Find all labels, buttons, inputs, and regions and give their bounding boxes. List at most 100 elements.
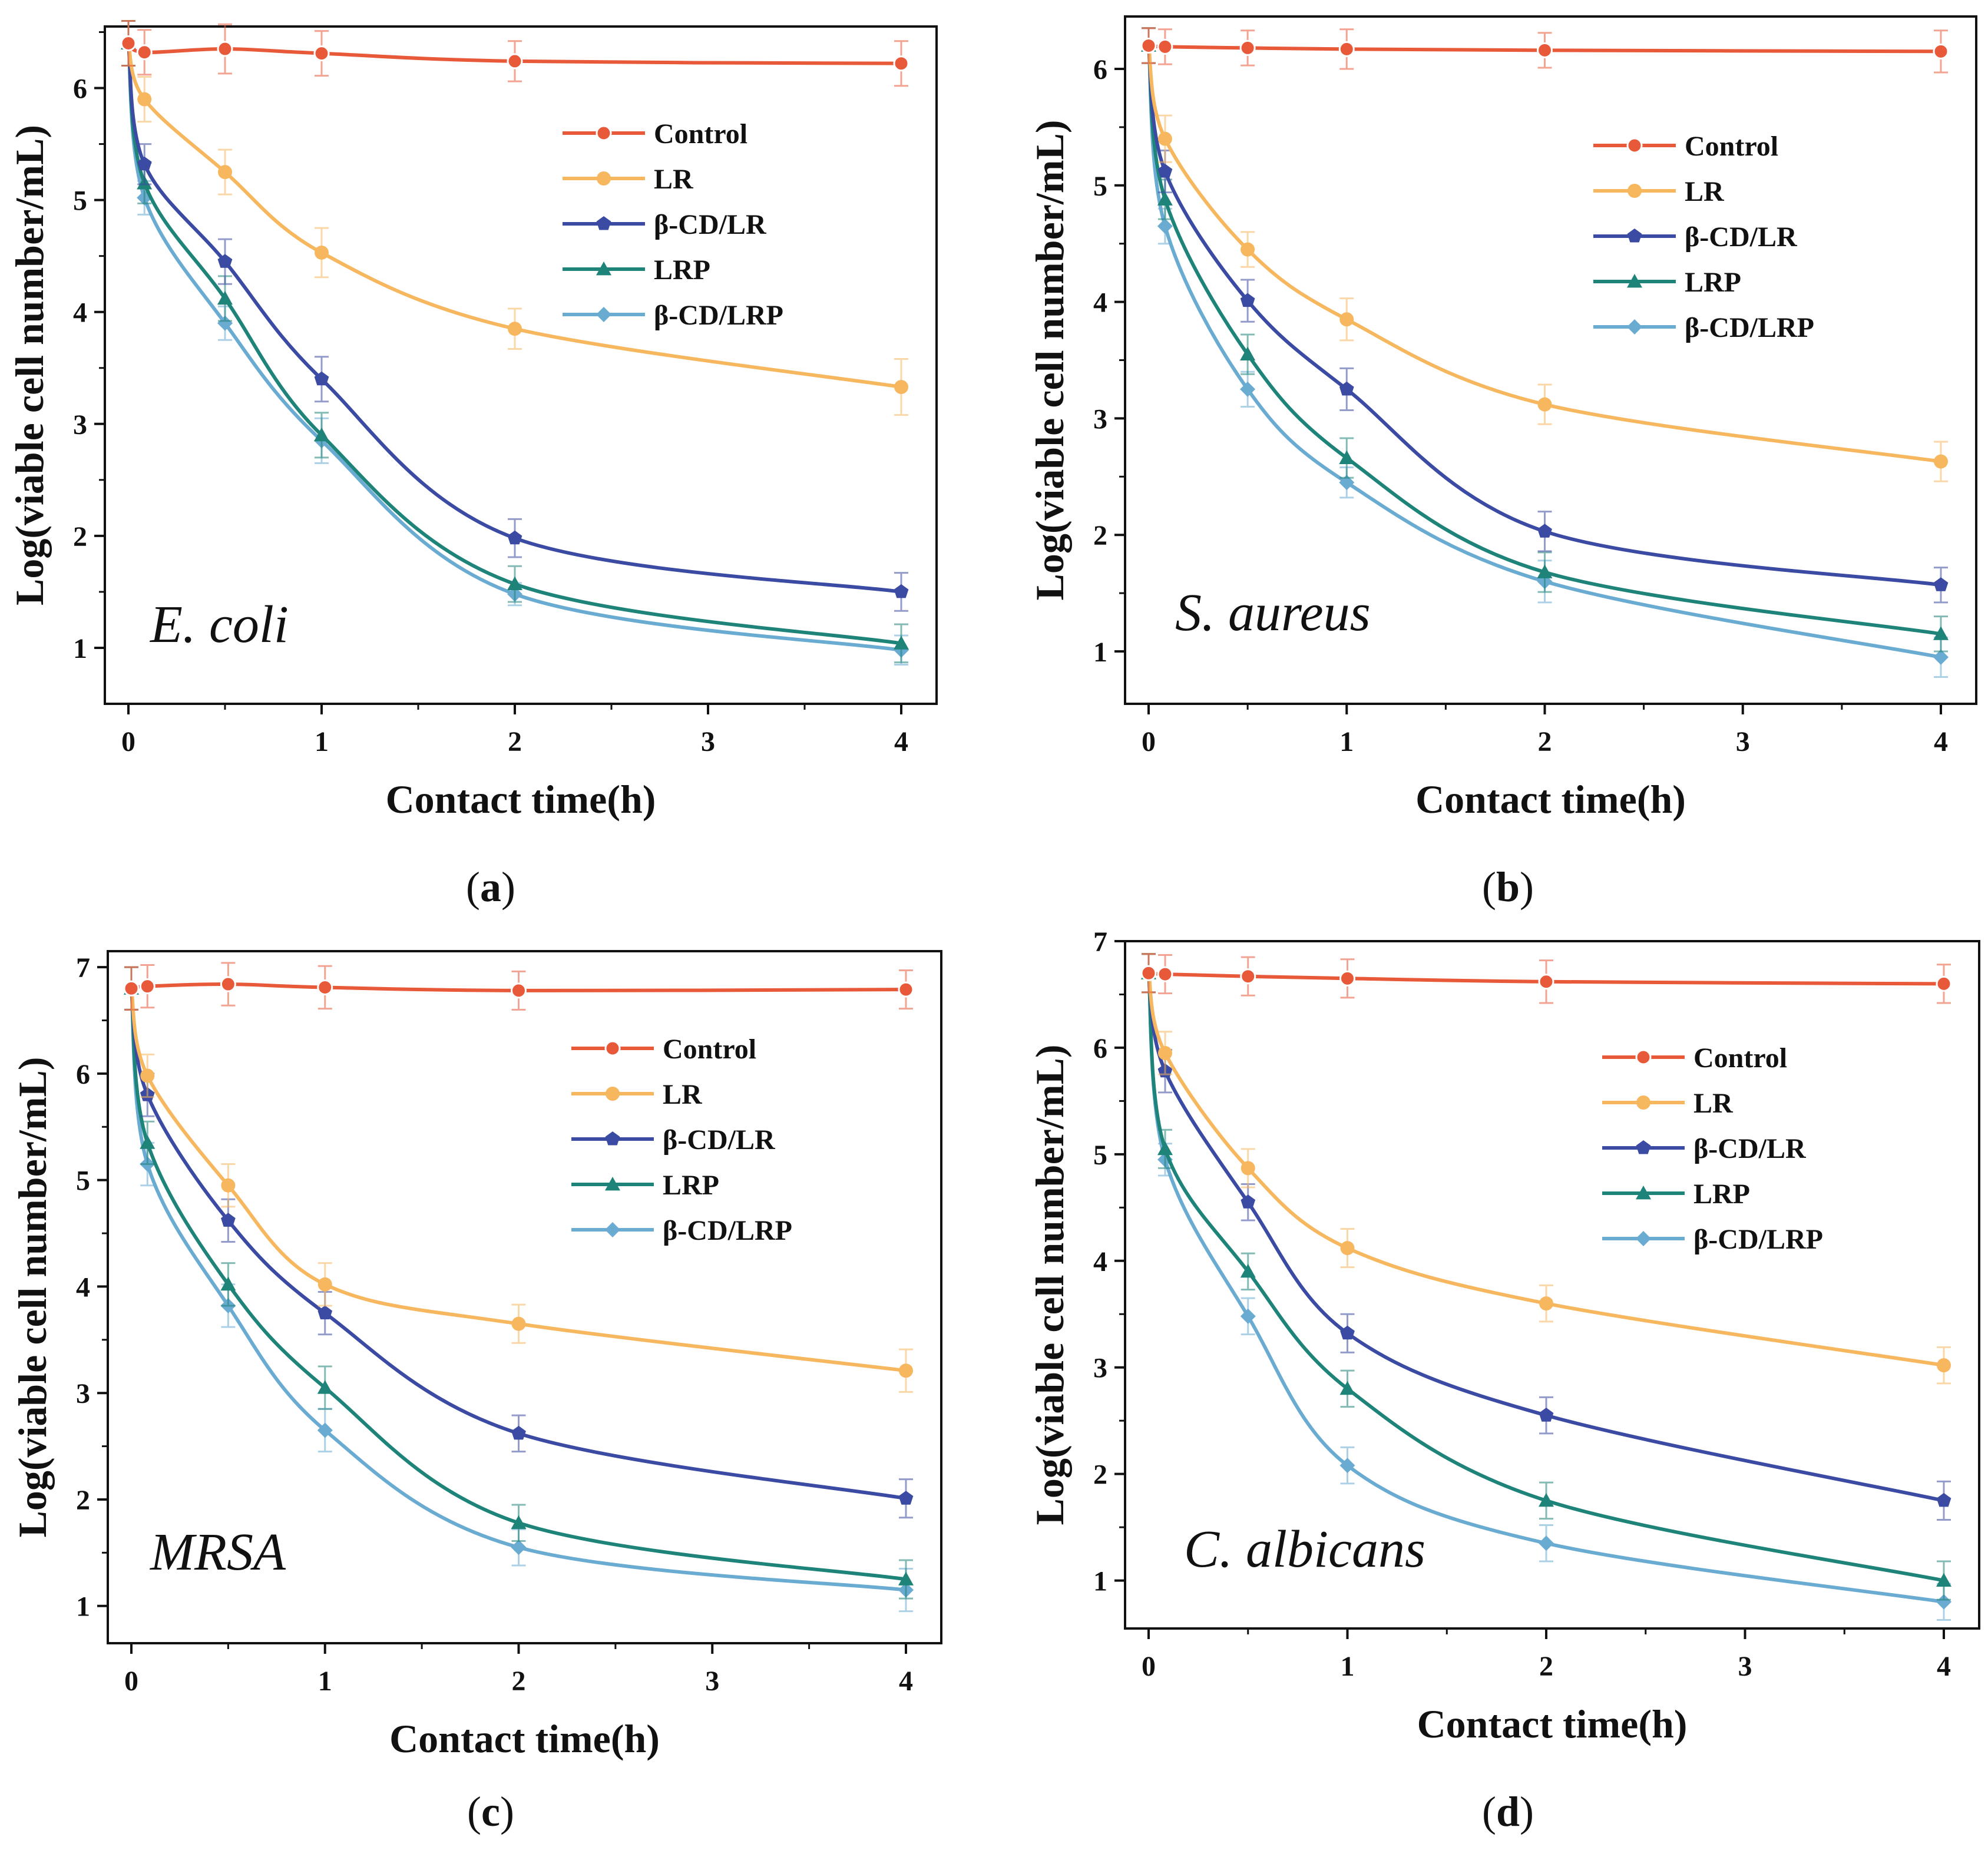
data-point (1339, 381, 1354, 396)
legend-item-control: Control (563, 118, 747, 150)
legend-marker (1627, 274, 1642, 288)
data-point (120, 35, 137, 52)
legend-item-control: Control (1593, 131, 1778, 162)
x-axis-title: Contact time(h) (389, 1716, 660, 1761)
y-tick-label: 4 (73, 297, 87, 329)
legend-marker (1636, 1095, 1650, 1110)
data-point (217, 254, 233, 268)
data-point (898, 1571, 914, 1585)
data-point (1239, 39, 1256, 56)
panel-a: 0 1 2 3 4 1 2 3 4 5 6 Contact time(h) Log(viable cel… (7, 19, 938, 911)
legend-item-control: Control (1602, 1042, 1787, 1074)
panel-caption: (b) (1482, 863, 1534, 911)
legend-marker (1628, 184, 1642, 198)
y-tick-label: 5 (1093, 1140, 1107, 1171)
legend-label: LR (663, 1079, 703, 1110)
x-tick-label: 3 (701, 726, 715, 757)
data-point (511, 1515, 527, 1530)
legend-item-beta-cd-lr: β-CD/LR (563, 209, 767, 240)
y-axis-title: Log(viable cell number/mL) (10, 1057, 55, 1538)
data-point (220, 1276, 236, 1291)
data-point (217, 290, 233, 305)
data-point (507, 530, 522, 545)
data-point (123, 980, 140, 997)
data-point (314, 371, 329, 386)
series-line (127, 41, 902, 65)
data-point (1937, 1358, 1951, 1373)
data-point (1339, 970, 1355, 987)
data-point (893, 55, 909, 72)
y-axis-title: Log(viable cell number/mL) (1027, 120, 1072, 601)
data-point (1933, 626, 1949, 640)
data-point (1140, 37, 1157, 54)
panel-letter: c (481, 1788, 500, 1835)
data-point (1157, 191, 1173, 206)
x-axis-title: Contact time(h) (1417, 1702, 1688, 1746)
data-point (894, 380, 908, 395)
legend: Control LR β-CD/LR LRP β-CD/LRP (571, 1034, 792, 1246)
series-lrp (124, 966, 914, 1600)
legend-marker (596, 216, 611, 230)
series-beta-cd-lr (1141, 27, 1949, 604)
data-point (140, 1135, 156, 1149)
x-tick-label: 4 (894, 726, 908, 757)
legend-marker (1627, 319, 1642, 335)
legend-item-lrp: LRP (1602, 1179, 1750, 1210)
data-point (317, 1380, 333, 1394)
legend-item-lr: LR (1602, 1088, 1734, 1119)
x-tick-label: 0 (124, 1666, 138, 1697)
y-tick-label: 4 (1093, 287, 1107, 319)
x-tick-label: 4 (1937, 1651, 1951, 1682)
panel-caption: (d) (1482, 1788, 1534, 1835)
legend-label: β-CD/LRP (654, 300, 783, 331)
legend-label: LRP (663, 1170, 719, 1201)
legend-marker (596, 261, 611, 276)
data-point (314, 427, 329, 442)
y-tick-label: 6 (1093, 1033, 1107, 1064)
data-point (899, 1363, 913, 1378)
x-tick-label: 1 (1339, 726, 1354, 757)
legend-label: LRP (654, 254, 710, 286)
legend-item-beta-cd-lrp: β-CD/LRP (571, 1215, 792, 1246)
data-point (508, 322, 522, 336)
data-point (1240, 1263, 1256, 1278)
y-tick-label: 1 (1093, 1566, 1107, 1597)
legend-label: Control (663, 1034, 756, 1065)
data-point (1537, 524, 1552, 538)
series-control (120, 19, 909, 87)
data-point (1240, 346, 1256, 360)
legend-marker (604, 1040, 621, 1057)
data-point (1240, 293, 1255, 307)
data-point (1339, 1381, 1355, 1395)
data-point (1240, 381, 1256, 397)
y-axis-title: Log(viable cell number/mL) (1027, 1045, 1072, 1525)
y-tick-label: 2 (73, 521, 87, 552)
data-point (1241, 242, 1255, 257)
data-point (1933, 649, 1949, 665)
data-point (1539, 1492, 1554, 1507)
organism-label: C. albicans (1184, 1520, 1425, 1578)
panel-caption: (c) (467, 1788, 514, 1835)
data-point (511, 1425, 526, 1440)
data-point (1338, 41, 1355, 57)
data-point (317, 979, 333, 995)
y-tick-label: 4 (76, 1272, 90, 1303)
data-point (1157, 38, 1173, 55)
legend-label: LRP (1685, 267, 1741, 298)
y-tick-label: 1 (73, 633, 87, 664)
data-point (1339, 1458, 1355, 1474)
series-lr (1142, 27, 1948, 482)
panel-b: 0 1 2 3 4 1 2 3 4 5 6 Contact time(h) Log(viable cel… (1027, 15, 1977, 911)
legend-label: β-CD/LRP (1693, 1224, 1823, 1255)
legend: Control LR β-CD/LR LRP β-CD/LRP (1593, 131, 1814, 343)
y-tick-label: 3 (76, 1378, 90, 1409)
legend-label: β-CD/LR (654, 209, 767, 240)
legend-marker (596, 125, 612, 141)
data-point (511, 1316, 526, 1331)
legend-item-beta-cd-lrp: β-CD/LRP (563, 300, 783, 331)
data-point (1240, 968, 1256, 985)
data-point (317, 1305, 333, 1320)
series-lrp (1141, 953, 1951, 1601)
data-point (1339, 312, 1354, 327)
x-tick-label: 4 (1934, 726, 1948, 757)
